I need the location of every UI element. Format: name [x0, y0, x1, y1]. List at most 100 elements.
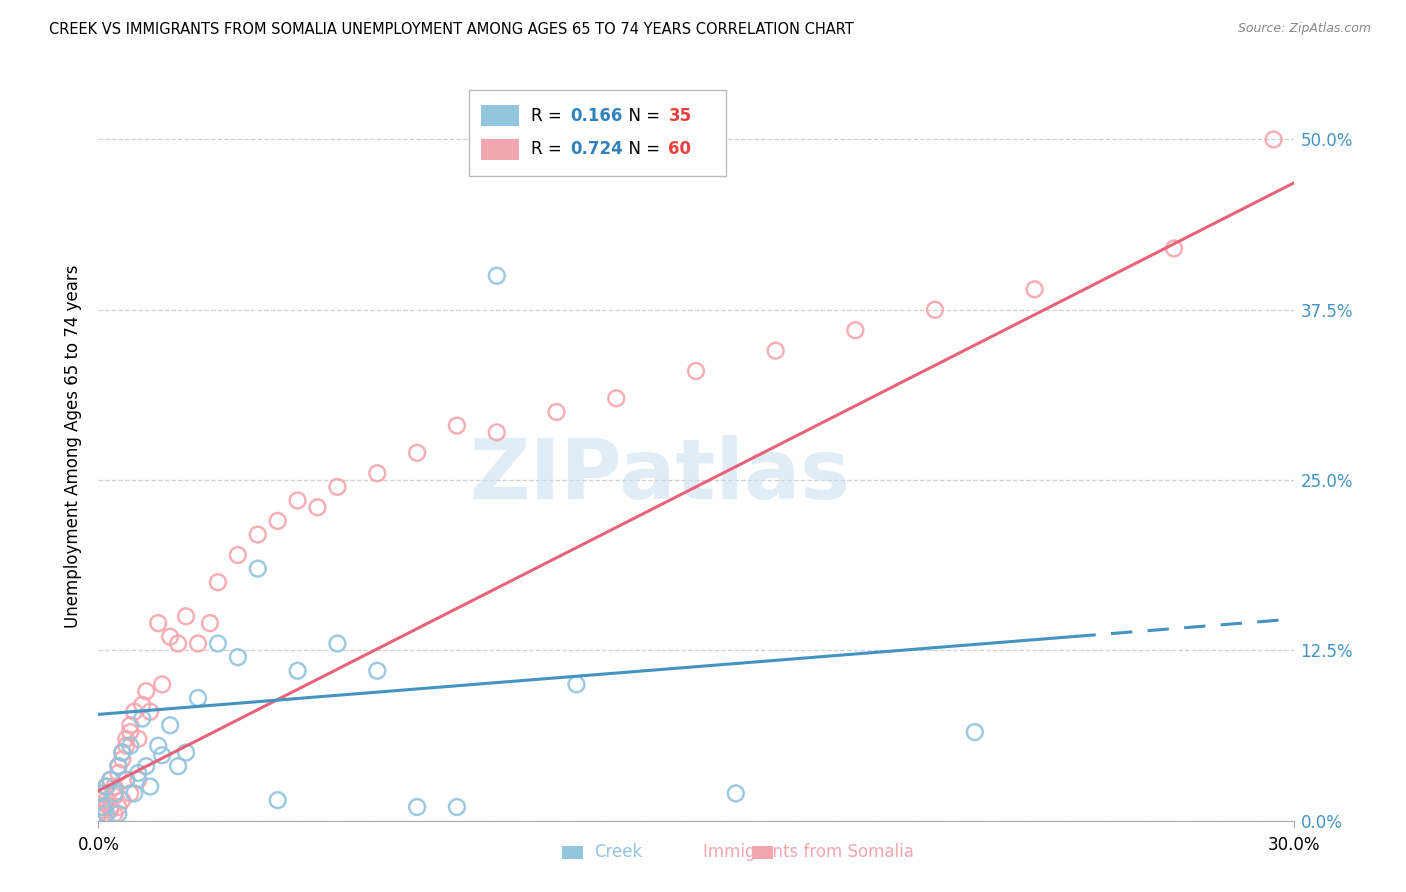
Text: R =: R = [531, 106, 567, 125]
Point [98, 772, 122, 787]
Point [446, 800, 468, 814]
Point [1263, 132, 1285, 146]
Point [844, 323, 866, 337]
Point [115, 739, 138, 753]
Point [565, 677, 588, 691]
Point [96, 780, 118, 794]
Point [107, 800, 129, 814]
Point [159, 630, 181, 644]
Point [131, 698, 153, 712]
Point [287, 493, 309, 508]
Point [150, 748, 173, 763]
Point [124, 705, 146, 719]
Point [135, 759, 157, 773]
Point [96, 780, 118, 794]
Point [167, 759, 190, 773]
Text: CREEK VS IMMIGRANTS FROM SOMALIA UNEMPLOYMENT AMONG AGES 65 TO 74 YEARS CORRELAT: CREEK VS IMMIGRANTS FROM SOMALIA UNEMPLO… [49, 22, 853, 37]
Point [103, 786, 125, 800]
Point [103, 780, 125, 794]
Point [87, 786, 110, 800]
Point [111, 746, 134, 760]
Point [605, 392, 627, 406]
Point [127, 772, 149, 787]
Point [326, 480, 349, 494]
Y-axis label: Unemployment Among Ages 65 to 74 years: Unemployment Among Ages 65 to 74 years [65, 264, 83, 628]
Point [120, 718, 142, 732]
Point [924, 302, 946, 317]
Point [366, 467, 388, 481]
Point [91, 800, 114, 814]
Point [150, 677, 173, 691]
Point [159, 718, 181, 732]
Point [111, 793, 134, 807]
Point [96, 797, 118, 812]
Point [1024, 282, 1046, 296]
Point [326, 636, 349, 650]
Point [287, 664, 309, 678]
Point [98, 800, 122, 814]
Text: 35: 35 [668, 106, 692, 125]
Point [406, 800, 429, 814]
Point [91, 786, 114, 800]
Point [174, 746, 197, 760]
Point [115, 772, 138, 787]
Point [98, 772, 122, 787]
Point [685, 364, 707, 378]
Point [207, 575, 229, 590]
Point [96, 793, 118, 807]
Point [107, 759, 129, 773]
Point [96, 806, 118, 821]
FancyBboxPatch shape [481, 139, 519, 160]
Point [139, 705, 162, 719]
Point [226, 548, 249, 562]
Point [115, 731, 138, 746]
Point [198, 616, 221, 631]
Point [267, 793, 290, 807]
Text: N =: N = [619, 140, 665, 158]
Point [127, 731, 149, 746]
FancyBboxPatch shape [470, 90, 725, 177]
Point [246, 527, 269, 541]
Point [120, 786, 142, 800]
Point [131, 711, 153, 725]
Point [167, 636, 190, 650]
Point [546, 405, 568, 419]
Text: Immigrants from Somalia: Immigrants from Somalia [703, 843, 914, 861]
Point [98, 803, 122, 817]
Point [107, 806, 129, 821]
Text: N =: N = [619, 106, 665, 125]
Point [127, 766, 149, 780]
Text: 0.166: 0.166 [571, 106, 623, 125]
Point [107, 766, 129, 780]
Point [765, 343, 787, 358]
Point [115, 772, 138, 787]
Text: 0.724: 0.724 [571, 140, 623, 158]
Text: R =: R = [531, 140, 567, 158]
Point [91, 800, 114, 814]
Point [174, 609, 197, 624]
Point [91, 803, 114, 817]
Text: Creek: Creek [595, 843, 643, 861]
Point [103, 789, 125, 804]
Point [485, 268, 508, 283]
Point [187, 691, 209, 706]
Point [446, 418, 468, 433]
Point [267, 514, 290, 528]
Point [120, 739, 142, 753]
Point [120, 725, 142, 739]
Text: 60: 60 [668, 140, 692, 158]
Point [135, 684, 157, 698]
Point [246, 561, 269, 575]
Point [485, 425, 508, 440]
Point [963, 725, 986, 739]
FancyBboxPatch shape [481, 105, 519, 126]
Point [124, 786, 146, 800]
Point [226, 650, 249, 665]
Point [1163, 242, 1185, 256]
Text: ZIPatlas: ZIPatlas [470, 435, 851, 516]
Point [87, 793, 110, 807]
Point [111, 752, 134, 766]
Point [103, 806, 125, 821]
Point [724, 786, 747, 800]
Point [87, 806, 110, 821]
